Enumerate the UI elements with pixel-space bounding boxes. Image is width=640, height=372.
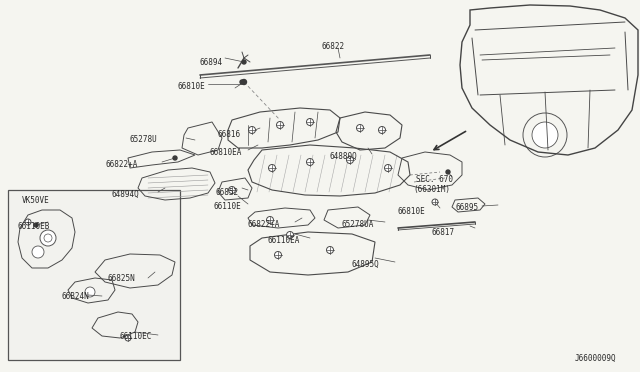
Text: 66110E: 66110E [214, 202, 242, 211]
Circle shape [446, 170, 450, 174]
Text: 66825N: 66825N [108, 274, 136, 283]
Text: 65278U: 65278U [130, 135, 157, 144]
Text: 66110EB: 66110EB [18, 222, 51, 231]
Circle shape [173, 156, 177, 160]
Circle shape [275, 251, 282, 259]
Circle shape [269, 164, 275, 171]
Circle shape [34, 223, 38, 227]
Circle shape [326, 247, 333, 253]
Circle shape [532, 122, 558, 148]
Circle shape [307, 158, 314, 166]
Circle shape [276, 122, 284, 128]
Bar [8, 190, 180, 360]
Circle shape [385, 164, 392, 171]
Circle shape [32, 246, 44, 258]
Circle shape [432, 199, 438, 205]
Text: 64895Q: 64895Q [352, 260, 380, 269]
Circle shape [378, 126, 385, 134]
Circle shape [241, 80, 246, 84]
Text: 64894Q: 64894Q [112, 190, 140, 199]
Text: 65278UA: 65278UA [342, 220, 374, 229]
Circle shape [125, 335, 131, 341]
Circle shape [346, 157, 353, 164]
Circle shape [85, 287, 95, 297]
Text: (66301M): (66301M) [413, 185, 450, 194]
Text: 66822: 66822 [322, 42, 345, 51]
Text: 66810E: 66810E [178, 82, 205, 91]
Circle shape [228, 186, 236, 193]
Text: 66894: 66894 [200, 58, 223, 67]
Text: 64880Q: 64880Q [330, 152, 358, 161]
Circle shape [242, 60, 246, 64]
Text: 66852: 66852 [215, 188, 238, 197]
Circle shape [287, 231, 294, 238]
Circle shape [307, 119, 314, 125]
Circle shape [240, 80, 244, 84]
Text: 66110EC: 66110EC [120, 332, 152, 341]
Text: 66895: 66895 [455, 203, 478, 212]
Circle shape [248, 126, 255, 134]
Circle shape [266, 217, 273, 224]
Text: 66816: 66816 [218, 130, 241, 139]
Circle shape [356, 125, 364, 131]
Text: 66810EA: 66810EA [210, 148, 243, 157]
Circle shape [40, 230, 56, 246]
Text: 66810E: 66810E [398, 207, 426, 216]
Text: 66822+A: 66822+A [105, 160, 138, 169]
Circle shape [25, 219, 31, 225]
Text: VK50VE: VK50VE [22, 196, 50, 205]
Text: 66110EA: 66110EA [268, 236, 300, 245]
Text: SEC. 670: SEC. 670 [416, 175, 453, 184]
Text: 66822+A: 66822+A [248, 220, 280, 229]
Text: 66B24N: 66B24N [62, 292, 90, 301]
Text: J6600009Q: J6600009Q [575, 354, 616, 363]
Text: 66817: 66817 [432, 228, 455, 237]
